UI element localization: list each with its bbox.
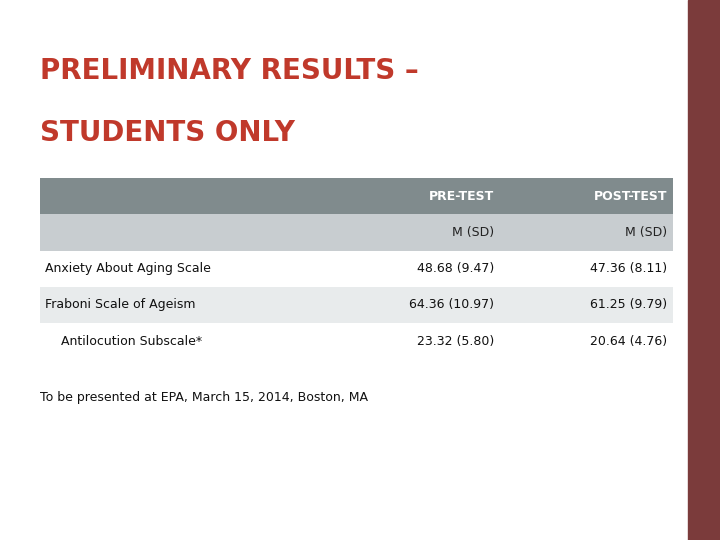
Bar [328, 323, 500, 359]
Text: STUDENTS ONLY: STUDENTS ONLY [40, 119, 294, 147]
Text: Antilocution Subscale*: Antilocution Subscale* [45, 334, 202, 348]
Text: 20.64 (4.76): 20.64 (4.76) [590, 334, 667, 348]
Text: M (SD): M (SD) [452, 226, 495, 239]
Bar [328, 214, 500, 251]
Text: Fraboni Scale of Ageism: Fraboni Scale of Ageism [45, 298, 196, 312]
Text: PRE-TEST: PRE-TEST [429, 190, 495, 203]
Text: PRELIMINARY RESULTS –: PRELIMINARY RESULTS – [40, 57, 418, 85]
Bar [40, 287, 328, 323]
Text: 64.36 (10.97): 64.36 (10.97) [410, 298, 495, 312]
Bar [328, 287, 500, 323]
Text: POST-TEST: POST-TEST [594, 190, 667, 203]
Bar [500, 287, 673, 323]
Bar [500, 214, 673, 251]
Bar [328, 251, 500, 287]
Bar [328, 178, 500, 214]
Text: M (SD): M (SD) [625, 226, 667, 239]
Text: To be presented at EPA, March 15, 2014, Boston, MA: To be presented at EPA, March 15, 2014, … [40, 392, 368, 404]
Text: 47.36 (8.11): 47.36 (8.11) [590, 262, 667, 275]
Bar [40, 323, 328, 359]
Text: Anxiety About Aging Scale: Anxiety About Aging Scale [45, 262, 211, 275]
Text: 61.25 (9.79): 61.25 (9.79) [590, 298, 667, 312]
Bar [500, 251, 673, 287]
Bar [500, 323, 673, 359]
Bar [500, 178, 673, 214]
Bar [40, 251, 328, 287]
Bar [688, 0, 720, 540]
Text: 48.68 (9.47): 48.68 (9.47) [417, 262, 495, 275]
Bar [40, 178, 328, 214]
Text: 23.32 (5.80): 23.32 (5.80) [417, 334, 495, 348]
Bar [40, 214, 328, 251]
